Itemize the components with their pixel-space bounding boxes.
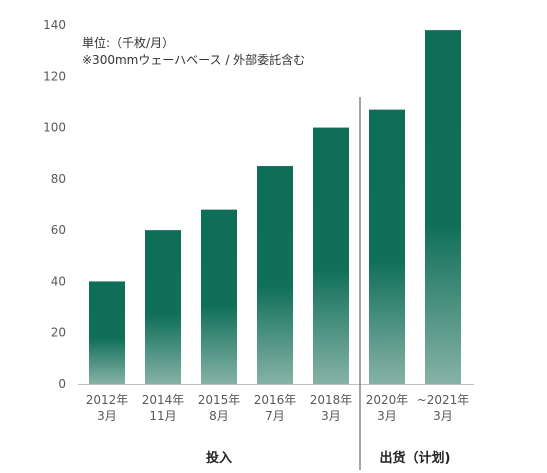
y-tick-label: 140 [43, 18, 66, 32]
y-tick-label: 20 [51, 326, 66, 340]
x-tick-label: 2015年 [198, 393, 241, 407]
x-tick-label: 8月 [209, 409, 229, 423]
bar [145, 230, 181, 384]
x-tick-label: 3月 [321, 409, 341, 423]
y-axis: 0 20 40 60 80 100 120 140 [43, 18, 66, 391]
x-tick-label: 3月 [97, 409, 117, 423]
y-tick-label: 40 [51, 274, 66, 288]
group-label: 投入 [206, 450, 232, 466]
y-tick-label: 80 [51, 172, 66, 186]
unit-note: ※300mmウェーハベース / 外部委託含む [82, 52, 305, 67]
x-tick-label: 2020年 [366, 393, 409, 407]
x-tick-label: 3月 [377, 409, 397, 423]
unit-note: 単位:（千枚/月） [82, 35, 174, 50]
category-labels: 2012年 3月 2014年 11月 2015年 8月 2016年 7月 2018年 3月 2020… [86, 393, 470, 423]
x-tick-label: 11月 [149, 409, 176, 423]
unit-notes: 単位:（千枚/月） ※300mmウェーハベース / 外部委託含む [82, 35, 305, 67]
x-tick-label: 2014年 [142, 393, 185, 407]
x-tick-label: 2012年 [86, 393, 129, 407]
bar [257, 166, 293, 384]
x-tick-label: 3月 [433, 409, 453, 423]
x-tick-label: 7月 [265, 409, 285, 423]
x-tick-label: 2018年 [310, 393, 353, 407]
bar [201, 209, 237, 384]
x-tick-label: ~2021年 [417, 393, 470, 407]
y-tick-label: 0 [58, 377, 66, 391]
bar [313, 127, 349, 385]
x-tick-label: 2016年 [254, 393, 297, 407]
group-label: 出货（计划) [380, 450, 451, 466]
x-axis [78, 97, 474, 470]
bar [425, 30, 461, 384]
y-tick-label: 100 [43, 121, 66, 135]
y-tick-label: 60 [51, 223, 66, 237]
group-labels: 投入 出货（计划) [206, 450, 450, 466]
bar [369, 109, 405, 384]
bar [89, 281, 125, 384]
bars [89, 30, 461, 385]
y-tick-label: 120 [43, 69, 66, 83]
